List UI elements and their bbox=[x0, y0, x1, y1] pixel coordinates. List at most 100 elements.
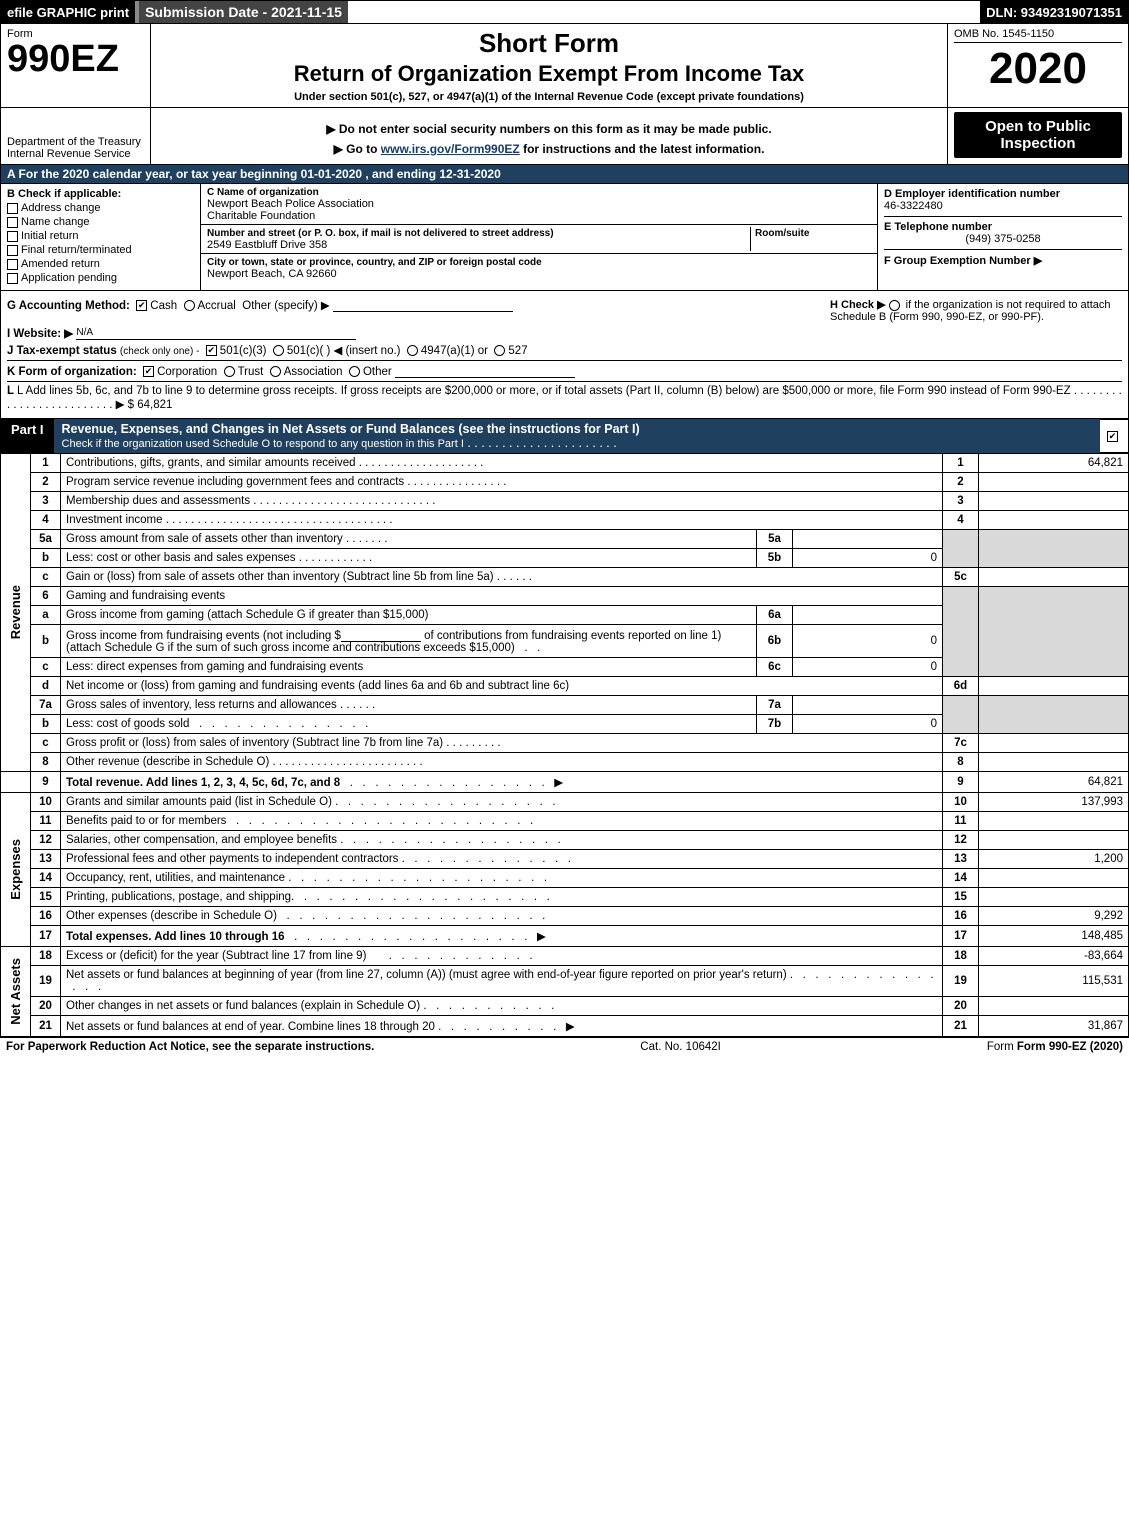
form-header: Form 990EZ Short Form Return of Organiza… bbox=[0, 24, 1129, 165]
ln-7a: 7a bbox=[31, 696, 61, 715]
cb-application-pending[interactable]: Application pending bbox=[7, 272, 194, 284]
desc-6a: Gross income from gaming (attach Schedul… bbox=[66, 609, 428, 621]
desc-6d: Net income or (loss) from gaming and fun… bbox=[66, 680, 569, 692]
desc-6: Gaming and fundraising events bbox=[66, 590, 225, 602]
k-other-field[interactable] bbox=[395, 364, 575, 378]
col-3: 3 bbox=[943, 492, 979, 511]
part1-title: Revenue, Expenses, and Changes in Net As… bbox=[54, 419, 1100, 453]
amt-9: 64,821 bbox=[979, 772, 1129, 793]
k-label: K Form of organization: bbox=[7, 366, 137, 378]
rb-4947[interactable] bbox=[407, 345, 418, 356]
subamt-7b: 0 bbox=[793, 715, 943, 734]
topbar-spacer bbox=[348, 1, 980, 23]
cb-name-change[interactable]: Name change bbox=[7, 216, 194, 228]
ln-7c: c bbox=[31, 734, 61, 753]
irs-label: Internal Revenue Service bbox=[7, 148, 131, 160]
pre-part-block: G Accounting Method: Cash Accrual Other … bbox=[0, 291, 1129, 419]
part1-schedule-o-checkbox[interactable] bbox=[1107, 431, 1118, 442]
page-footer: For Paperwork Reduction Act Notice, see … bbox=[0, 1037, 1129, 1056]
amt-20 bbox=[979, 997, 1129, 1016]
desc-3: Membership dues and assessments bbox=[66, 495, 250, 507]
cb-final-return[interactable]: Final return/terminated bbox=[7, 244, 194, 256]
ln-8: 8 bbox=[31, 753, 61, 772]
shade-5-amt bbox=[979, 530, 1129, 568]
col-17: 17 bbox=[943, 926, 979, 947]
desc-1: Contributions, gifts, grants, and simila… bbox=[66, 457, 356, 469]
org-name-label: C Name of organization bbox=[207, 187, 319, 198]
cb-corp[interactable] bbox=[143, 366, 154, 377]
k-assoc: Association bbox=[284, 366, 343, 378]
group-exemption-label: F Group Exemption Number ▶ bbox=[884, 255, 1042, 267]
calendar-year-row: A For the 2020 calendar year, or tax yea… bbox=[0, 165, 1129, 184]
cb-amended-return[interactable]: Amended return bbox=[7, 258, 194, 270]
desc-14: Occupancy, rent, utilities, and maintena… bbox=[66, 872, 285, 884]
efile-print-label[interactable]: efile GRAPHIC print bbox=[1, 1, 135, 23]
phone-value: (949) 375-0258 bbox=[884, 233, 1122, 245]
rb-assoc[interactable] bbox=[270, 366, 281, 377]
amt-21: 31,867 bbox=[979, 1016, 1129, 1037]
ein-label: D Employer identification number bbox=[884, 188, 1060, 200]
ln-6c: c bbox=[31, 658, 61, 677]
phone-label: E Telephone number bbox=[884, 221, 992, 233]
form-footer-label: Form Form 990-EZ (2020) bbox=[987, 1041, 1123, 1053]
amt-10: 137,993 bbox=[979, 793, 1129, 812]
website-field[interactable]: N/A bbox=[76, 326, 356, 340]
room-label: Room/suite bbox=[755, 228, 809, 239]
col-5c: 5c bbox=[943, 568, 979, 587]
city-value: Newport Beach, CA 92660 bbox=[207, 268, 337, 280]
cb-address-change[interactable]: Address change bbox=[7, 202, 194, 214]
amt-18: -83,664 bbox=[979, 947, 1129, 966]
col-10: 10 bbox=[943, 793, 979, 812]
col-11: 11 bbox=[943, 812, 979, 831]
col-14: 14 bbox=[943, 869, 979, 888]
cb-initial-return[interactable]: Initial return bbox=[7, 230, 194, 242]
goto-pre: ▶ Go to bbox=[334, 142, 381, 156]
ln-18: 18 bbox=[31, 947, 61, 966]
desc-15: Printing, publications, postage, and shi… bbox=[66, 891, 294, 903]
desc-5a: Gross amount from sale of assets other t… bbox=[66, 533, 343, 545]
rb-other[interactable] bbox=[349, 366, 360, 377]
subamt-7a bbox=[793, 696, 943, 715]
sub-7a: 7a bbox=[757, 696, 793, 715]
ln-19: 19 bbox=[31, 966, 61, 997]
rb-527[interactable] bbox=[494, 345, 505, 356]
sub-5a: 5a bbox=[757, 530, 793, 549]
h-checkbox[interactable] bbox=[889, 300, 900, 311]
6b-blank[interactable] bbox=[341, 628, 421, 642]
amt-5c bbox=[979, 568, 1129, 587]
open-to-public: Open to Public Inspection bbox=[954, 112, 1122, 158]
subamt-5a bbox=[793, 530, 943, 549]
desc-6b-pre: Gross income from fundraising events (no… bbox=[66, 630, 341, 642]
g-other-field[interactable] bbox=[333, 298, 513, 312]
submission-date-label: Submission Date - 2021-11-15 bbox=[135, 1, 348, 23]
ln-14: 14 bbox=[31, 869, 61, 888]
cb-cash[interactable] bbox=[136, 300, 147, 311]
j-label: J Tax-exempt status bbox=[7, 345, 117, 357]
desc-2: Program service revenue including govern… bbox=[66, 476, 404, 488]
desc-9: Total revenue. Add lines 1, 2, 3, 4, 5c,… bbox=[66, 777, 340, 789]
desc-7b: Less: cost of goods sold bbox=[66, 718, 189, 730]
irs-link[interactable]: www.irs.gov/Form990EZ bbox=[381, 142, 520, 156]
desc-21: Net assets or fund balances at end of ye… bbox=[66, 1021, 435, 1033]
amt-15 bbox=[979, 888, 1129, 907]
desc-10: Grants and similar amounts paid (list in… bbox=[66, 796, 332, 808]
k-corp: Corporation bbox=[157, 366, 217, 378]
desc-18: Excess or (deficit) for the year (Subtra… bbox=[66, 950, 366, 962]
col-6d: 6d bbox=[943, 677, 979, 696]
expenses-side-label: Expenses bbox=[6, 835, 25, 904]
ln-11: 11 bbox=[31, 812, 61, 831]
shade-7 bbox=[943, 696, 979, 734]
sub-7b: 7b bbox=[757, 715, 793, 734]
col-20: 20 bbox=[943, 997, 979, 1016]
shade-7-amt bbox=[979, 696, 1129, 734]
subamt-6a bbox=[793, 606, 943, 625]
desc-7c: Gross profit or (loss) from sales of inv… bbox=[66, 737, 443, 749]
shade-6-amt bbox=[979, 587, 1129, 677]
col-2: 2 bbox=[943, 473, 979, 492]
rb-501c[interactable] bbox=[273, 345, 284, 356]
rb-accrual[interactable] bbox=[184, 300, 195, 311]
top-bar: efile GRAPHIC print Submission Date - 20… bbox=[0, 0, 1129, 24]
col-15: 15 bbox=[943, 888, 979, 907]
rb-trust[interactable] bbox=[224, 366, 235, 377]
cb-501c3[interactable] bbox=[206, 345, 217, 356]
